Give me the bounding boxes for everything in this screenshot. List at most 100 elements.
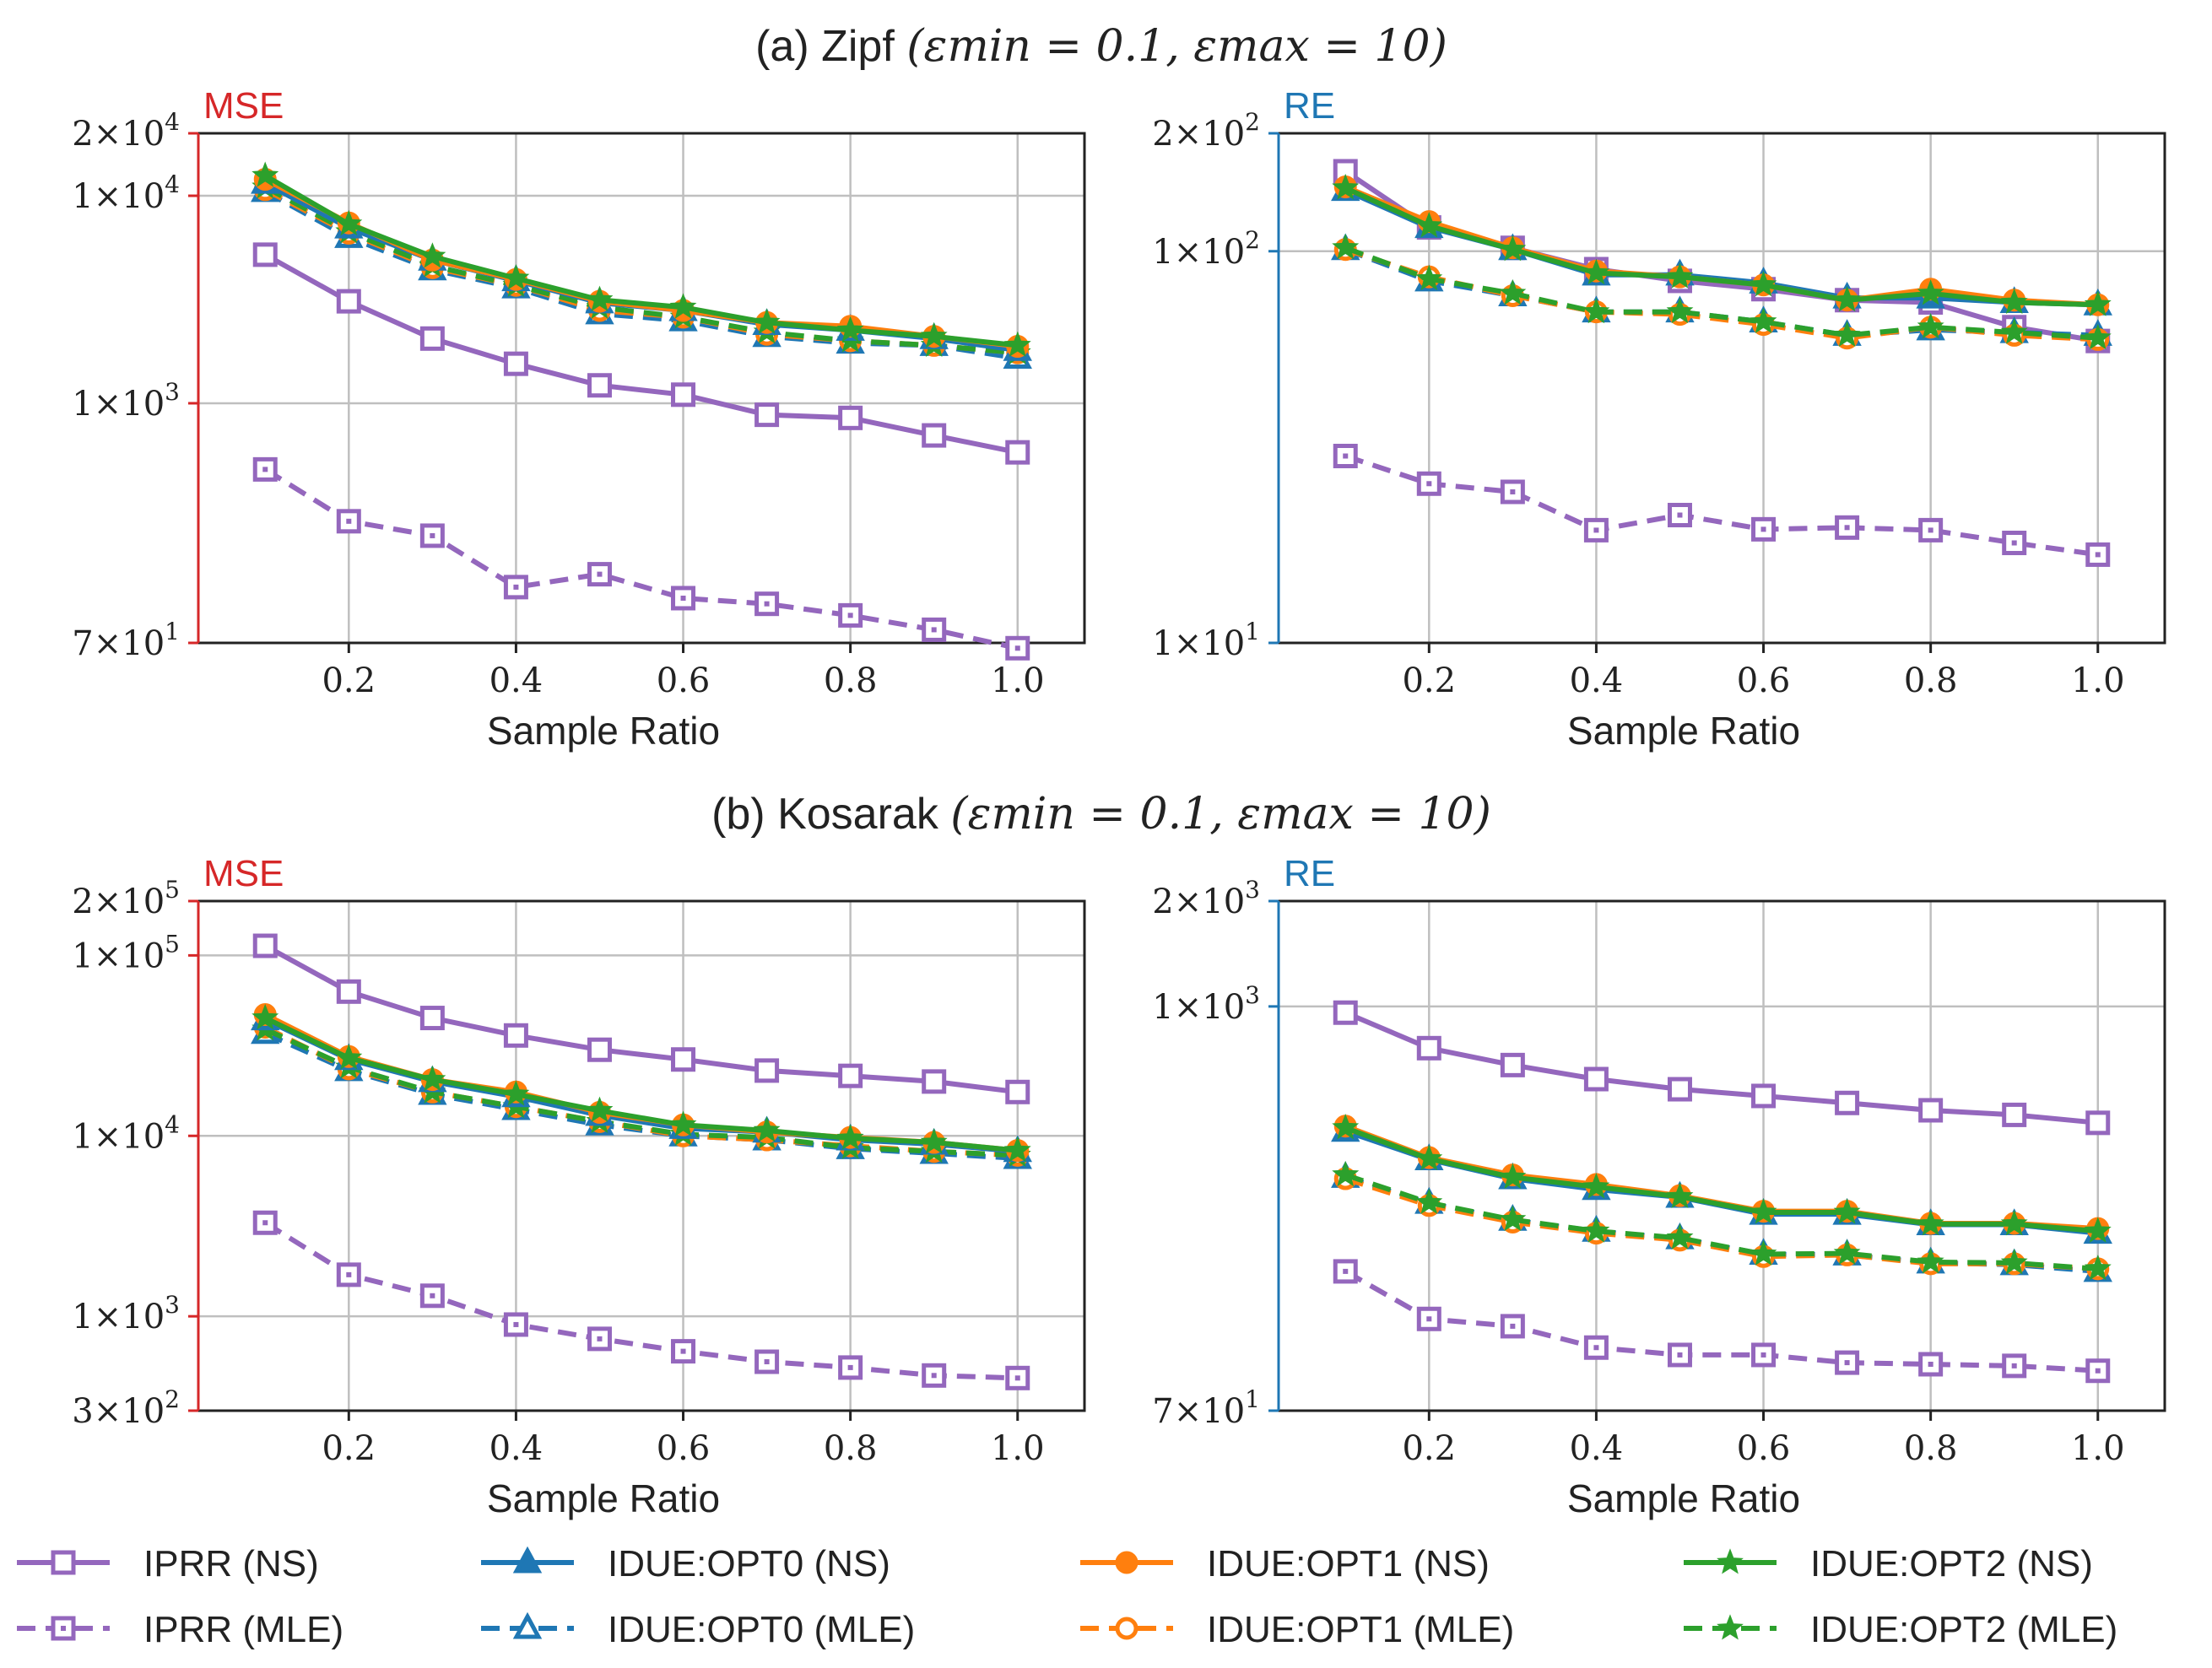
data-point-center (1014, 1375, 1020, 1381)
series-line (263, 181, 1019, 354)
data-point (2085, 542, 2111, 567)
data-point (252, 933, 278, 958)
data-point (586, 285, 614, 311)
data-point (836, 316, 864, 342)
series-line (1344, 453, 2099, 558)
x-tick-label: 0.4 (1570, 661, 1624, 700)
data-point (1833, 1239, 1861, 1266)
panel-0: 0.2 0.4 0.6 0.8 1.0 2×104 1×104 1×103 7×101 MSE Sa… (72, 85, 1086, 753)
data-point-center (764, 1359, 770, 1365)
legend-label: IDUE:OPT2 (NS) (1810, 1543, 2093, 1584)
data-point-center (931, 627, 937, 633)
legend-label: IDUE:OPT2 (MLE) (1810, 1609, 2117, 1650)
series-iprr-ns- (252, 933, 1030, 1104)
data-point (1751, 1083, 1777, 1109)
data-point (754, 1058, 780, 1083)
data-point (838, 1063, 863, 1088)
data-point (1582, 258, 1610, 285)
data-point-center (2095, 552, 2101, 558)
data-point (753, 308, 781, 334)
series-line (263, 176, 1019, 349)
data-point (1918, 1098, 1944, 1123)
legend-marker-center (61, 1626, 66, 1631)
y-tick-label: 1×103 (1152, 981, 1260, 1027)
data-point (1750, 1198, 1777, 1224)
series-line (1344, 1128, 2099, 1236)
data-point (2084, 290, 2112, 316)
data-point (838, 405, 863, 430)
data-point (502, 264, 530, 290)
legend-label: IPRR (NS) (143, 1543, 319, 1584)
data-point (252, 242, 278, 267)
series-line (263, 173, 1019, 348)
data-point (1582, 1217, 1610, 1243)
x-tick-label: 1.0 (991, 1429, 1045, 1468)
data-point (1582, 1172, 1610, 1199)
data-point (1582, 297, 1610, 324)
section-title-kosarak: (b) Kosarak (εmin = 0.1, εmax = 10) (711, 789, 1491, 839)
data-point (1415, 264, 1443, 291)
data-point-center (1343, 1268, 1349, 1274)
legend-label: IDUE:OPT0 (MLE) (608, 1609, 915, 1650)
series-line (1344, 245, 2098, 341)
data-point (503, 351, 528, 376)
series-line (263, 187, 1019, 356)
data-point-center (430, 532, 435, 538)
data-point (838, 602, 863, 628)
data-point (1500, 1314, 1525, 1339)
x-axis-label: Sample Ratio (487, 709, 720, 753)
series-iprr-mle- (1333, 1259, 2111, 1384)
x-axis-label: Sample Ratio (1567, 709, 1800, 753)
data-point-center (2095, 1368, 2101, 1374)
legend-item: IPRR (NS) (17, 1543, 319, 1584)
series-iprr-mle- (252, 1210, 1030, 1390)
data-point-center (1426, 481, 1432, 487)
data-point (2000, 318, 2028, 344)
series-line (263, 1015, 1019, 1153)
series-iprr-ns- (1333, 159, 2111, 354)
data-point (1833, 286, 1861, 312)
metric-label: MSE (203, 85, 284, 127)
legend-item: IDUE:OPT0 (NS) (481, 1543, 890, 1584)
data-point-center (1593, 527, 1599, 533)
data-point-center (2011, 1363, 2017, 1368)
data-point (2084, 1255, 2112, 1281)
series-idue-opt2-ns- (1332, 174, 2112, 316)
data-point (1751, 516, 1777, 542)
legend-item: IDUE:OPT0 (MLE) (481, 1609, 915, 1650)
legend-marker (1115, 1617, 1138, 1640)
x-tick-label: 0.6 (1737, 661, 1791, 700)
x-tick-label: 1.0 (2071, 1429, 2125, 1468)
legend-marker (1717, 1548, 1744, 1574)
series-line (1344, 246, 2098, 338)
y-tick-label: 1×103 (72, 378, 180, 424)
data-point-center (1510, 1323, 1516, 1329)
panel-3: 0.2 0.4 0.6 0.8 1.0 2×103 1×103 7×101 RE Sample R… (1152, 853, 2166, 1520)
data-point (1835, 1090, 1860, 1115)
data-point (1833, 321, 1861, 347)
y-tick-label: 2×104 (72, 108, 180, 154)
data-point-center (430, 1293, 435, 1298)
data-point (1666, 297, 1694, 324)
legend-label: IPRR (MLE) (143, 1609, 343, 1650)
data-point-center (1677, 512, 1683, 518)
data-point (336, 979, 361, 1004)
data-point-center (346, 518, 352, 524)
x-tick-label: 0.8 (824, 661, 878, 700)
series-idue-opt0-ns- (251, 166, 1032, 361)
x-tick-label: 0.4 (1570, 1429, 1624, 1468)
series-line (263, 185, 1019, 356)
data-point-center (1677, 1352, 1683, 1358)
x-tick-label: 0.6 (657, 661, 711, 700)
data-point (336, 289, 361, 314)
metric-label: RE (1284, 85, 1335, 127)
data-point (587, 1037, 612, 1062)
series-idue-opt2-ns- (251, 161, 1031, 357)
data-point (1499, 1205, 1527, 1232)
data-point (836, 1124, 864, 1150)
data-point (251, 161, 279, 187)
data-point (335, 1044, 363, 1070)
data-point (1333, 1000, 1358, 1025)
series-idue-opt2-mle- (1332, 234, 2112, 350)
